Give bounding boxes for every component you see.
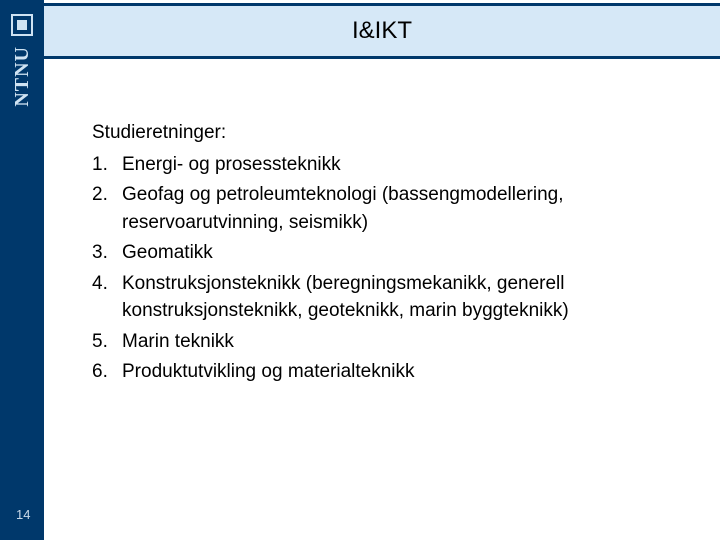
- list-item: Energi- og prosessteknikk: [92, 151, 680, 179]
- list-item: Produktutvikling og materialteknikk: [92, 358, 680, 386]
- slide-main: I&IKT Studieretninger: Energi- og proses…: [44, 0, 720, 540]
- list-item: Konstruksjonsteknikk (beregningsmekanikk…: [92, 270, 680, 325]
- slide: NTNU 14 I&IKT Studieretninger: Energi- o…: [0, 0, 720, 540]
- list-item: Geofag og petroleumteknologi (bassengmod…: [92, 181, 680, 236]
- ntnu-logo-icon: [11, 14, 33, 36]
- page-number: 14: [16, 507, 30, 522]
- slide-content: Studieretninger: Energi- og prosesstekni…: [44, 59, 720, 386]
- list-item: Geomatikk: [92, 239, 680, 267]
- sidebar: NTNU: [0, 0, 44, 540]
- ntnu-wordmark: NTNU: [11, 46, 34, 107]
- intro-label: Studieretninger:: [92, 119, 680, 147]
- title-band: I&IKT: [44, 3, 720, 59]
- slide-title: I&IKT: [352, 17, 412, 45]
- studieretninger-list: Energi- og prosessteknikk Geofag og petr…: [92, 151, 680, 386]
- list-item: Marin teknikk: [92, 328, 680, 356]
